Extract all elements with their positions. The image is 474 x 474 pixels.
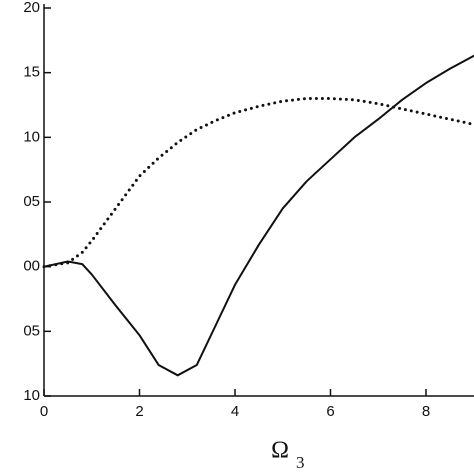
curve <box>42 97 474 269</box>
x-tick-label: 2 <box>135 403 143 420</box>
y-tick-label: 00 <box>23 258 40 275</box>
x-axis-label-sub: 3 <box>296 453 305 472</box>
y-tick-label: 05 <box>23 193 40 210</box>
y-tick-label: 20 <box>23 0 40 16</box>
x-tick-label: 4 <box>231 403 239 420</box>
y-tick-label: 10 <box>23 128 40 145</box>
x-axis-label: Ω <box>271 438 289 464</box>
x-tick-label: 0 <box>40 403 48 420</box>
curve <box>43 54 474 377</box>
y-tick-label: 15 <box>23 64 40 81</box>
x-tick-label: 6 <box>326 403 334 420</box>
y-tick-label: 10 <box>23 387 40 404</box>
x-tick-label: 8 <box>422 403 430 420</box>
y-tick-label: 05 <box>23 322 40 339</box>
